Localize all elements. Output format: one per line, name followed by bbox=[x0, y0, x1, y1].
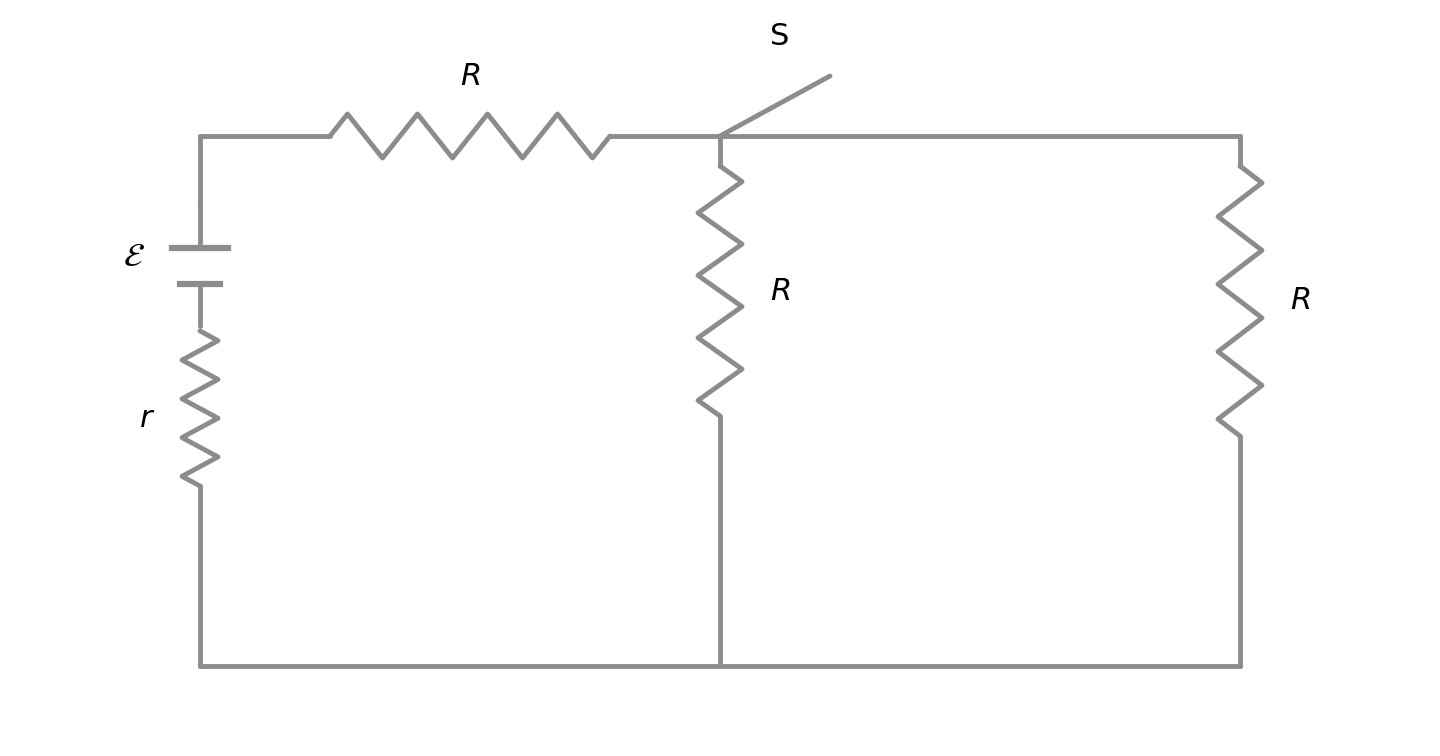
Text: $R$: $R$ bbox=[1290, 287, 1310, 315]
Text: $r$: $r$ bbox=[138, 404, 156, 433]
Text: S: S bbox=[770, 22, 789, 51]
Text: $R$: $R$ bbox=[770, 277, 791, 305]
Text: $R$: $R$ bbox=[459, 62, 480, 91]
Text: $\mathcal{E}$: $\mathcal{E}$ bbox=[122, 240, 145, 272]
